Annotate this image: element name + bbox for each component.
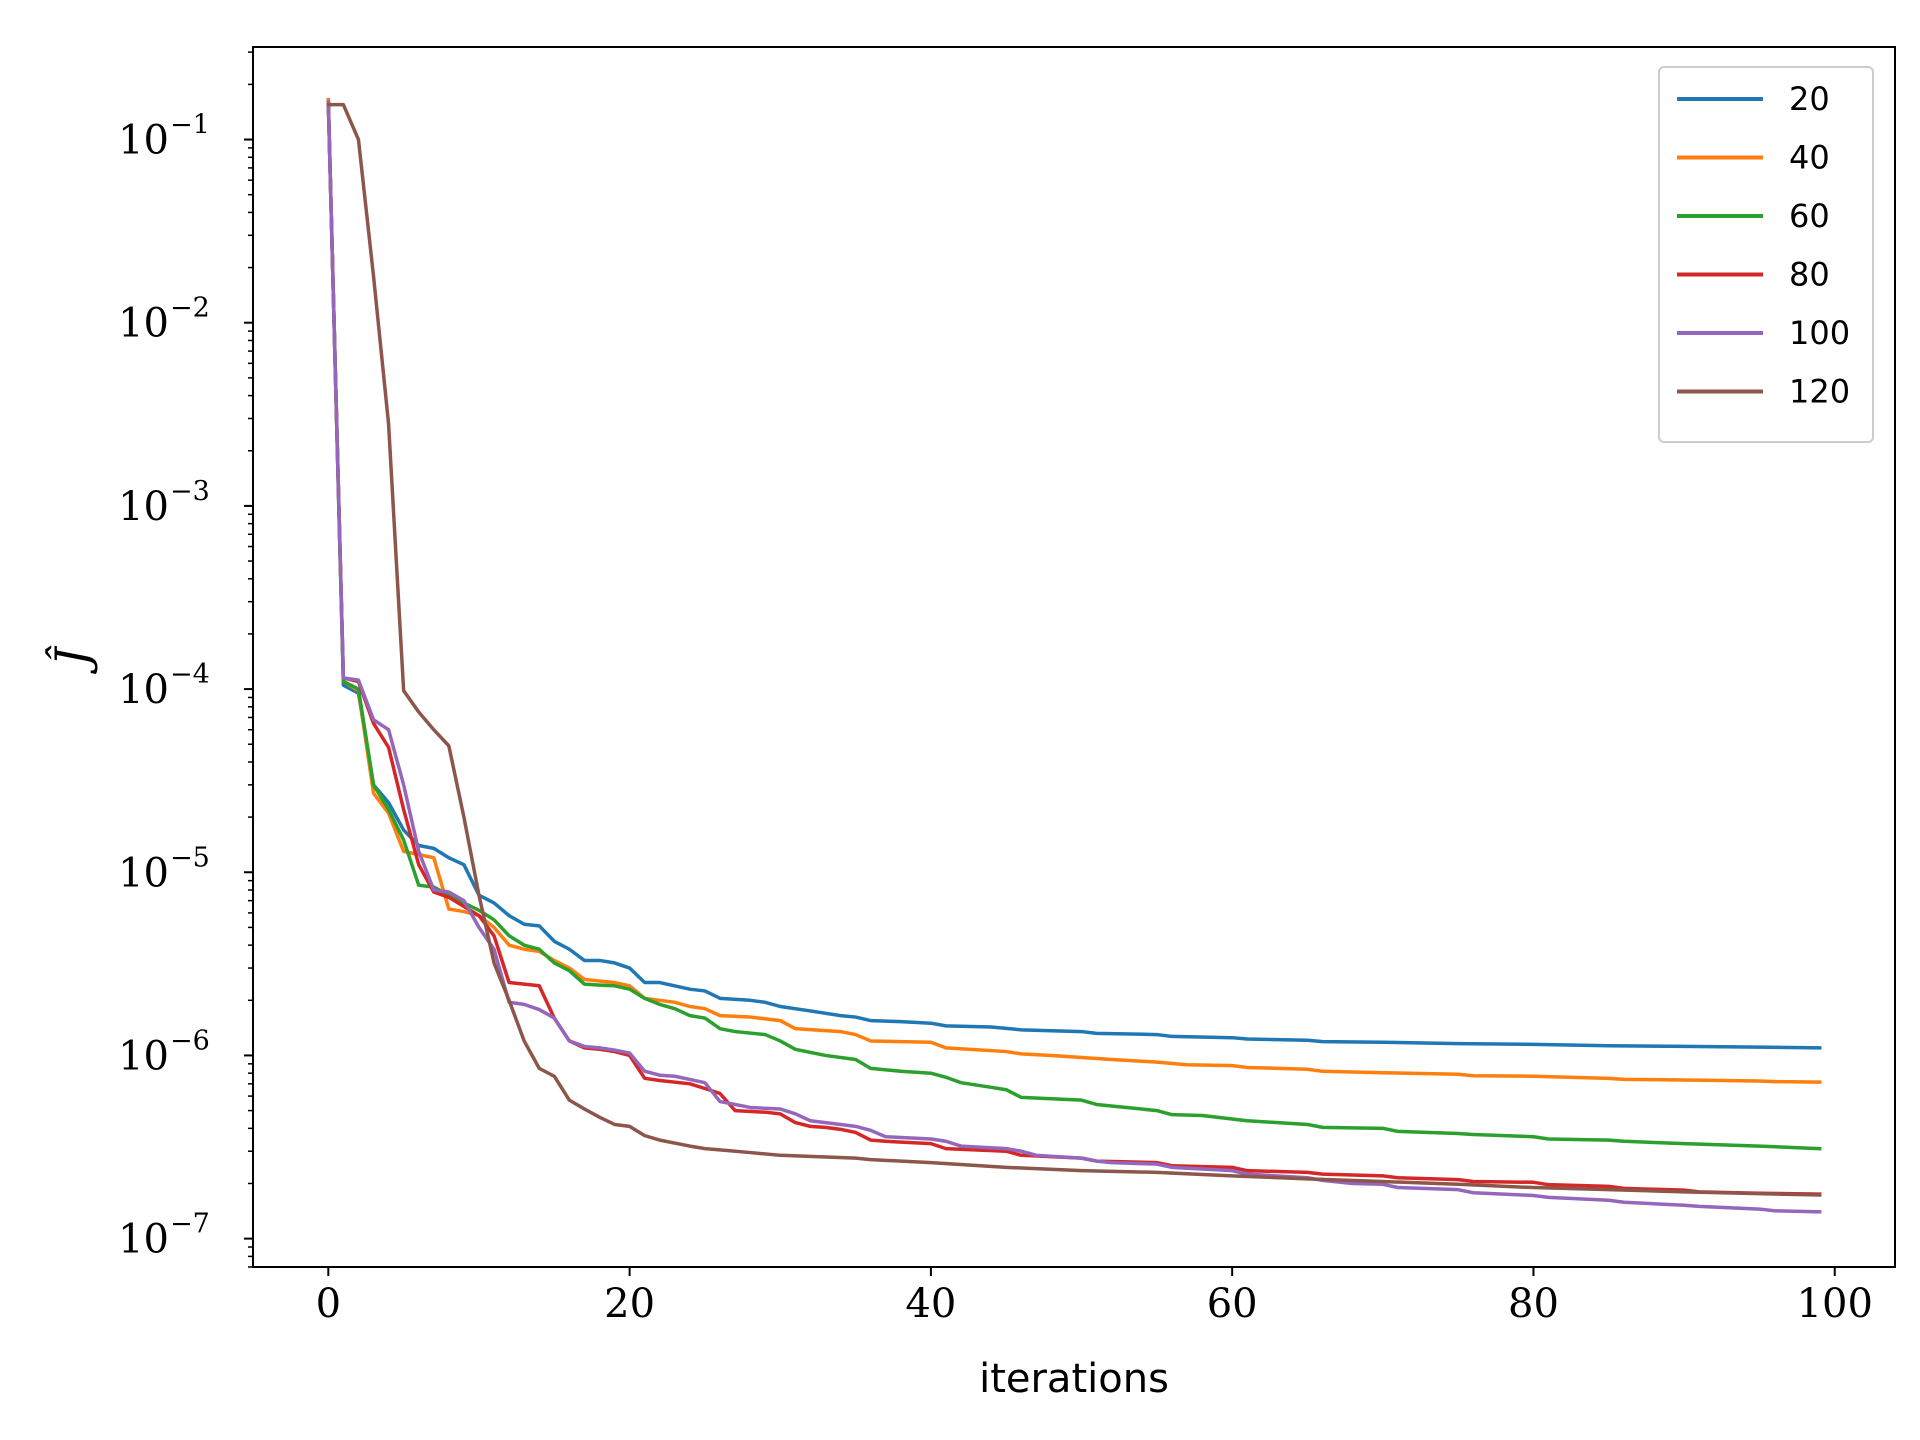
y-tick-exponent: −1: [170, 110, 210, 141]
y-tick-exponent: −6: [170, 1025, 210, 1056]
legend-label-60: 60: [1789, 197, 1830, 235]
legend-label-120: 120: [1789, 373, 1850, 411]
series-line-20: [326, 97, 1822, 1050]
y-tick-label: 10: [118, 667, 169, 713]
y-axis-label: Ĵ: [45, 645, 99, 674]
x-tick-label: 0: [316, 1281, 341, 1327]
x-tick-label: 100: [1797, 1281, 1873, 1327]
legend-box: [1658, 66, 1874, 443]
x-axis-ticks: 0 20 40 60 80 100: [316, 1267, 1873, 1327]
legend-label-20: 20: [1789, 80, 1830, 118]
y-tick-label: 10: [118, 1217, 169, 1263]
legend-label-100: 100: [1789, 314, 1850, 352]
y-axis-ticks: 10−710−610−510−410−310−210−1: [118, 51, 253, 1268]
x-tick-label: 40: [905, 1281, 956, 1327]
x-tick-label: 60: [1207, 1281, 1258, 1327]
series-line-40: [326, 97, 1822, 1084]
axes-frame: [252, 46, 1896, 1268]
x-tick-label: 20: [604, 1281, 655, 1327]
y-tick-exponent: −5: [170, 842, 210, 873]
legend: 20 40 60 80 100 120: [1658, 66, 1874, 443]
y-tick-label: 10: [118, 1033, 169, 1079]
series-line-60: [326, 100, 1822, 1151]
y-tick-exponent: −2: [170, 293, 210, 324]
plot-lines: [326, 97, 1822, 1214]
y-tick-label: 10: [118, 850, 169, 896]
x-axis-label: iterations: [979, 1356, 1169, 1402]
y-tick-exponent: −3: [170, 476, 210, 507]
series-line-120: [326, 102, 1822, 1197]
y-tick-exponent: −7: [170, 1209, 210, 1240]
legend-label-80: 80: [1789, 256, 1830, 294]
y-tick-label: 10: [118, 118, 169, 164]
y-tick-label: 10: [118, 301, 169, 347]
y-tick-label: 10: [118, 484, 169, 530]
series-line-80: [326, 100, 1822, 1196]
series-line-100: [326, 100, 1822, 1214]
x-tick-label: 80: [1508, 1281, 1559, 1327]
legend-label-40: 40: [1789, 139, 1830, 177]
y-tick-exponent: −4: [170, 659, 210, 690]
